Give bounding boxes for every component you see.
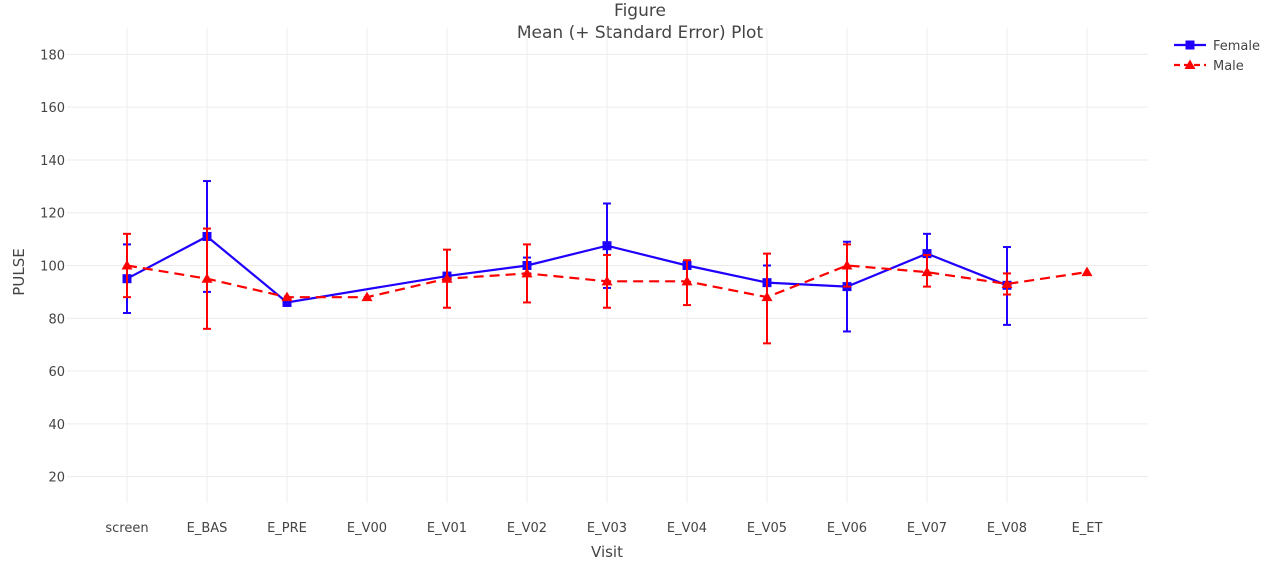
series-male [121, 227, 1093, 345]
chart-subtitle: Mean (+ Standard Error) Plot [517, 23, 764, 43]
axis-layer: screen E_BAS E_PRE E_V00 E_V01 E_V02 E_V03 E_V0… [40, 48, 1102, 536]
legend-swatch-marker[interactable] [1185, 40, 1195, 50]
legend-item-male[interactable]: Male [1174, 59, 1244, 74]
x-tick-label: E_V07 [907, 521, 947, 536]
legend-label: Female [1213, 39, 1260, 54]
legend-item-female[interactable]: Female [1174, 39, 1260, 54]
x-tick-label: E_V06 [827, 521, 867, 536]
x-axis-label: Visit [591, 543, 623, 561]
y-tick-label: 20 [48, 471, 65, 486]
y-tick-label: 60 [48, 365, 65, 380]
series-layer [121, 180, 1093, 345]
data-point[interactable] [282, 297, 292, 307]
x-tick-label: E_V04 [667, 521, 707, 536]
legend-swatch-marker[interactable] [1184, 59, 1196, 70]
x-tick-label: E_V01 [427, 521, 467, 536]
series-line [126, 235, 1008, 304]
data-point[interactable] [201, 273, 213, 283]
x-tick-label: E_V00 [347, 521, 387, 536]
y-tick-label: 140 [40, 154, 65, 169]
data-point[interactable] [921, 266, 933, 277]
data-point[interactable] [1001, 278, 1013, 288]
y-tick-label: 40 [48, 418, 65, 433]
y-axis-label: PULSE [10, 248, 28, 295]
data-point[interactable] [681, 275, 693, 286]
x-tick-label: E_V03 [587, 521, 627, 536]
data-point[interactable] [841, 260, 853, 270]
y-tick-label: 180 [40, 48, 65, 63]
x-tick-label: E_V08 [987, 521, 1027, 536]
data-point[interactable] [121, 260, 133, 270]
legend[interactable]: Female Male [1174, 39, 1260, 74]
data-point[interactable] [1081, 266, 1093, 277]
data-point[interactable] [922, 249, 932, 259]
x-tick-label: E_V05 [747, 521, 787, 536]
data-point[interactable] [761, 291, 773, 302]
x-tick-label: E_PRE [267, 521, 307, 536]
data-point[interactable] [441, 273, 453, 283]
x-tick-label: E_BAS [187, 521, 228, 536]
x-tick-label: E_ET [1072, 521, 1103, 536]
data-point[interactable] [281, 291, 293, 302]
y-tick-label: 120 [40, 207, 65, 222]
series-female [122, 180, 1012, 333]
y-tick-label: 100 [40, 260, 65, 275]
chart-title: Figure [614, 1, 666, 21]
x-tick-label: screen [105, 521, 148, 536]
x-tick-label: E_V02 [507, 521, 547, 536]
data-point[interactable] [601, 275, 613, 286]
legend-label: Male [1213, 59, 1244, 74]
data-point[interactable] [361, 291, 373, 302]
data-point[interactable] [521, 267, 533, 278]
y-tick-label: 80 [48, 312, 65, 327]
y-tick-label: 160 [40, 101, 65, 116]
data-point[interactable] [602, 241, 612, 251]
